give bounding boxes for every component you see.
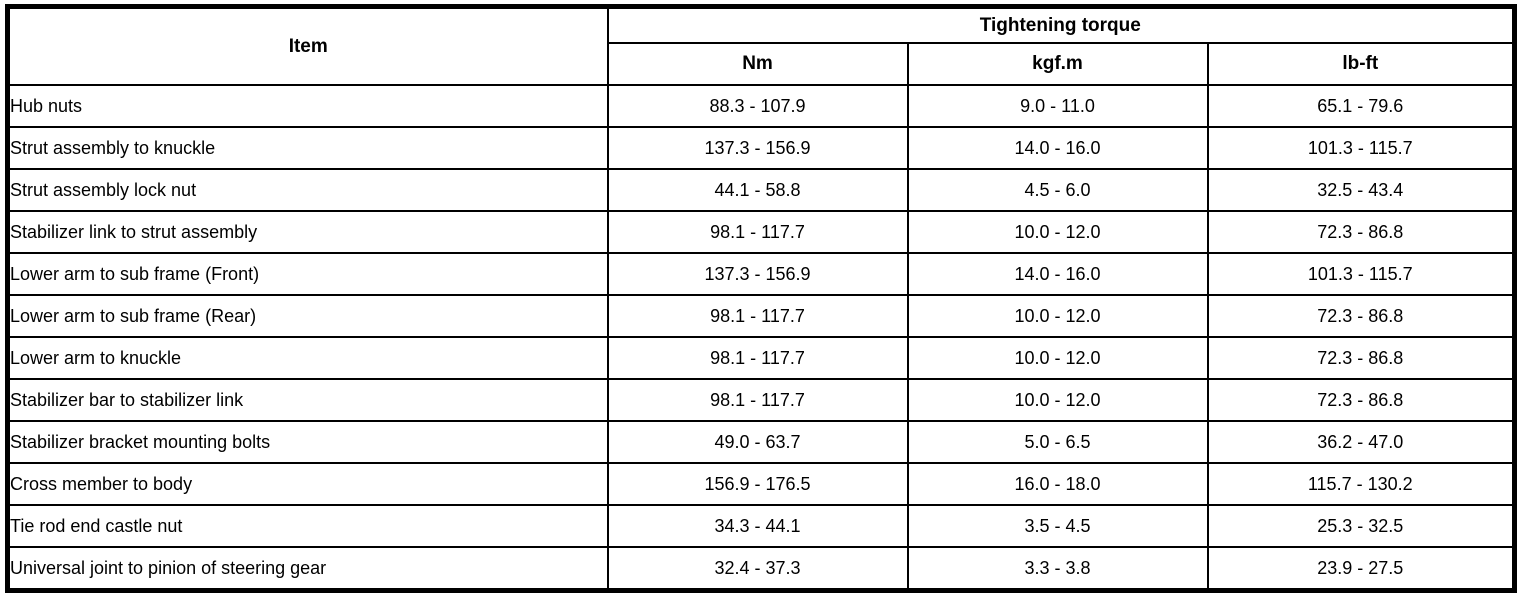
item-cell: Strut assembly to knuckle: [6, 126, 609, 170]
nm-cell: 98.1 - 117.7: [606, 336, 909, 380]
column-header-tightening-torque: Tightening torque: [606, 5, 1516, 44]
item-cell: Lower arm to knuckle: [6, 336, 609, 380]
column-header-kgfm: kgf.m: [906, 42, 1209, 86]
lbft-cell: 101.3 - 115.7: [1206, 126, 1516, 170]
nm-cell: 98.1 - 117.7: [606, 378, 909, 422]
kgfm-cell: 10.0 - 12.0: [906, 336, 1209, 380]
kgfm-cell: 3.3 - 3.8: [906, 546, 1209, 592]
lbft-cell: 72.3 - 86.8: [1206, 294, 1516, 338]
nm-cell: 34.3 - 44.1: [606, 504, 909, 548]
item-cell: Stabilizer bar to stabilizer link: [6, 378, 609, 422]
lbft-cell: 32.5 - 43.4: [1206, 168, 1516, 212]
kgfm-cell: 4.5 - 6.0: [906, 168, 1209, 212]
kgfm-cell: 3.5 - 4.5: [906, 504, 1209, 548]
kgfm-cell: 10.0 - 12.0: [906, 294, 1209, 338]
nm-cell: 98.1 - 117.7: [606, 210, 909, 254]
item-cell: Hub nuts: [6, 84, 609, 128]
lbft-cell: 72.3 - 86.8: [1206, 378, 1516, 422]
kgfm-cell: 14.0 - 16.0: [906, 252, 1209, 296]
table-row: Strut assembly to knuckle 137.3 - 156.9 …: [6, 126, 1516, 170]
nm-cell: 88.3 - 107.9: [606, 84, 909, 128]
lbft-cell: 36.2 - 47.0: [1206, 420, 1516, 464]
item-cell: Cross member to body: [6, 462, 609, 506]
lbft-cell: 23.9 - 27.5: [1206, 546, 1516, 592]
lbft-cell: 72.3 - 86.8: [1206, 336, 1516, 380]
kgfm-cell: 9.0 - 11.0: [906, 84, 1209, 128]
kgfm-cell: 10.0 - 12.0: [906, 378, 1209, 422]
item-cell: Lower arm to sub frame (Rear): [6, 294, 609, 338]
kgfm-cell: 16.0 - 18.0: [906, 462, 1209, 506]
table-row: Lower arm to sub frame (Rear) 98.1 - 117…: [6, 294, 1516, 338]
table-row: Stabilizer link to strut assembly 98.1 -…: [6, 210, 1516, 254]
nm-cell: 44.1 - 58.8: [606, 168, 909, 212]
lbft-cell: 115.7 - 130.2: [1206, 462, 1516, 506]
nm-cell: 156.9 - 176.5: [606, 462, 909, 506]
nm-cell: 137.3 - 156.9: [606, 126, 909, 170]
nm-cell: 98.1 - 117.7: [606, 294, 909, 338]
lbft-cell: 72.3 - 86.8: [1206, 210, 1516, 254]
item-cell: Tie rod end castle nut: [6, 504, 609, 548]
lbft-cell: 101.3 - 115.7: [1206, 252, 1516, 296]
kgfm-cell: 5.0 - 6.5: [906, 420, 1209, 464]
lbft-cell: 65.1 - 79.6: [1206, 84, 1516, 128]
header-row-group: Item Tightening torque: [6, 5, 1516, 86]
column-header-lbft: lb-ft: [1206, 42, 1516, 86]
column-header-item: Item: [6, 5, 609, 86]
table-row: Lower arm to knuckle 98.1 - 117.7 10.0 -…: [6, 336, 1516, 380]
table-row: Cross member to body 156.9 - 176.5 16.0 …: [6, 462, 1516, 506]
column-header-nm: Nm: [606, 42, 909, 86]
nm-cell: 137.3 - 156.9: [606, 252, 909, 296]
item-cell: Stabilizer bracket mounting bolts: [6, 420, 609, 464]
nm-cell: 49.0 - 63.7: [606, 420, 909, 464]
lbft-cell: 25.3 - 32.5: [1206, 504, 1516, 548]
table-row: Universal joint to pinion of steering ge…: [6, 546, 1516, 592]
nm-cell: 32.4 - 37.3: [606, 546, 909, 592]
kgfm-cell: 10.0 - 12.0: [906, 210, 1209, 254]
header-row-units: Nm kgf.m lb-ft: [8, 42, 1516, 86]
item-cell: Lower arm to sub frame (Front): [6, 252, 609, 296]
table-row: Stabilizer bar to stabilizer link 98.1 -…: [6, 378, 1516, 422]
table-row: Tie rod end castle nut 34.3 - 44.1 3.5 -…: [6, 504, 1516, 548]
table-row: Strut assembly lock nut 44.1 - 58.8 4.5 …: [6, 168, 1516, 212]
item-cell: Stabilizer link to strut assembly: [6, 210, 609, 254]
kgfm-cell: 14.0 - 16.0: [906, 126, 1209, 170]
table-row: Stabilizer bracket mounting bolts 49.0 -…: [6, 420, 1516, 464]
item-cell: Universal joint to pinion of steering ge…: [6, 546, 609, 592]
table-row: Lower arm to sub frame (Front) 137.3 - 1…: [6, 252, 1516, 296]
tightening-torque-table: Item Tightening torque Nm kgf.m lb-ft Hu…: [5, 4, 1518, 593]
table-row: Hub nuts 88.3 - 107.9 9.0 - 11.0 65.1 - …: [6, 84, 1516, 128]
item-cell: Strut assembly lock nut: [6, 168, 609, 212]
